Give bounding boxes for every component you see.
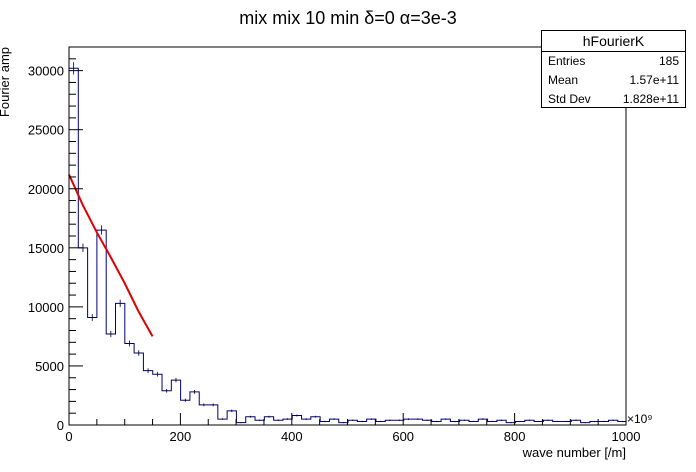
stats-value: 185 [658,54,679,68]
x-tick-label: 600 [392,429,414,444]
stats-title: hFourierK [542,31,685,52]
y-tick-label: 15000 [28,241,64,256]
stats-row-mean: Mean 1.57e+11 [542,71,685,90]
x-exponent-label: ×10⁹ [627,412,653,426]
x-axis-label: wave number [/m] [522,445,626,460]
chart-title: mix mix 10 min δ=0 α=3e-3 [239,8,457,28]
y-tick-label: 10000 [28,300,64,315]
stats-box: hFourierK Entries 185 Mean 1.57e+11 Std … [541,30,686,108]
stats-label: Entries [548,54,586,68]
x-tick-label: 1000 [612,429,641,444]
y-tick-label: 20000 [28,182,64,197]
x-tick-label: 800 [504,429,526,444]
histogram-outline [68,67,627,425]
stats-label: Mean [548,73,579,87]
stats-row-entries: Entries 185 [542,52,685,71]
y-tick-label: 0 [57,418,64,433]
fit-line [68,174,154,337]
stats-value: 1.828e+11 [622,92,679,106]
stats-value: 1.57e+11 [629,73,680,87]
fit-curve [68,174,154,337]
histogram-bars [68,62,627,425]
x-tick-label: 0 [65,429,72,444]
y-axis: 0 5000 10000 15000 20000 25000 30000 [28,46,83,433]
x-axis: 0 200 400 600 800 1000 [65,413,640,444]
stats-row-stddev: Std Dev 1.828e+11 [542,90,685,109]
x-tick-label: 200 [170,429,192,444]
y-tick-label: 25000 [28,123,64,138]
y-tick-label: 30000 [28,64,64,79]
x-tick-label: 400 [281,429,303,444]
stats-label: Std Dev [548,92,591,106]
y-axis-label: Fourier amp [0,47,12,117]
y-tick-label: 5000 [35,359,64,374]
